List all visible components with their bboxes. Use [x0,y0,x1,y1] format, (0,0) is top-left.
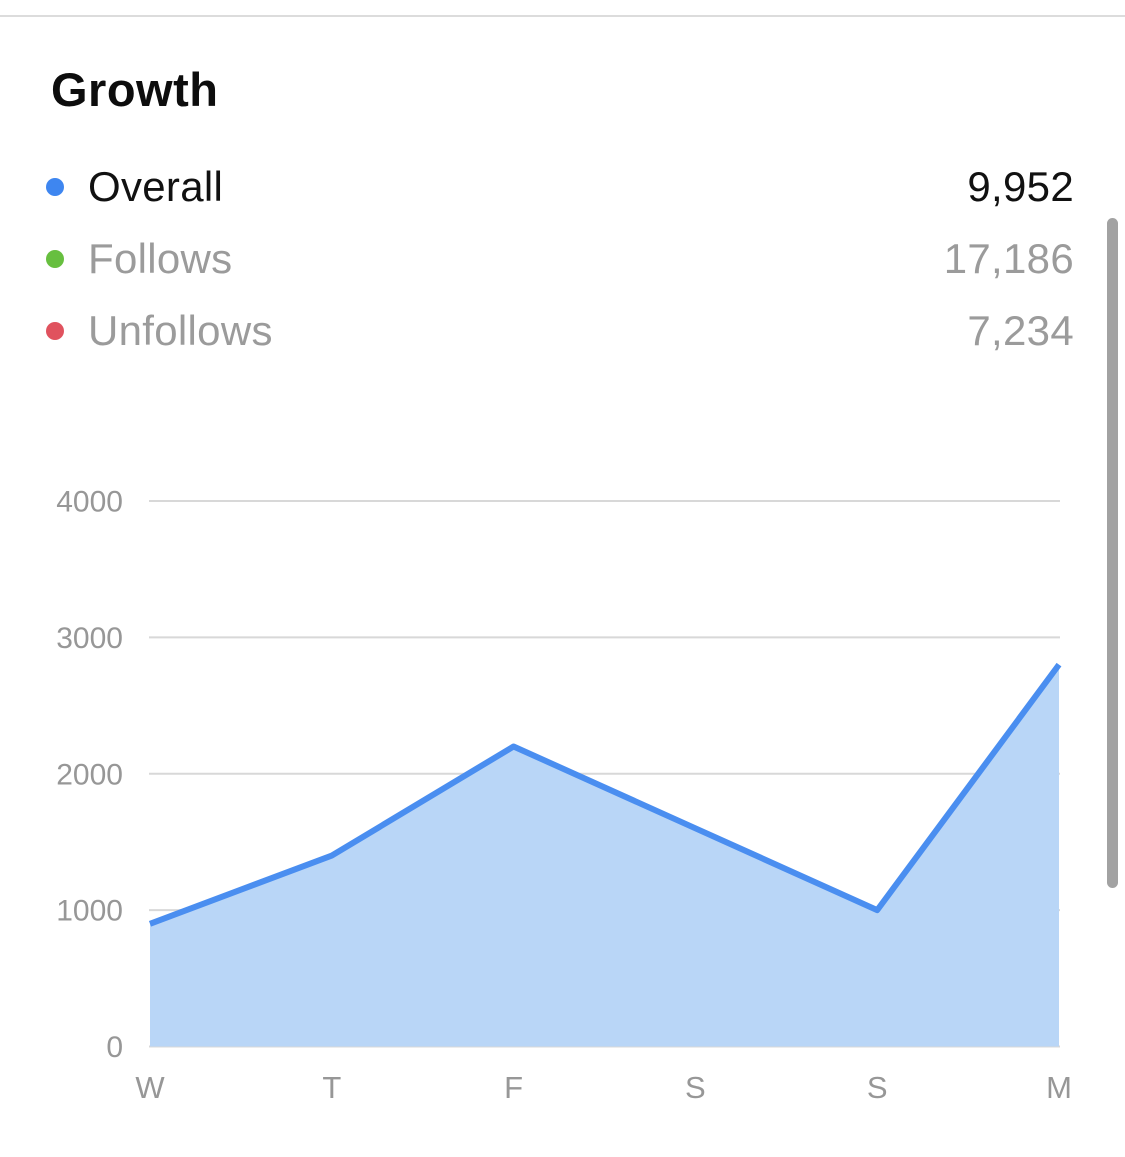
area-fill [150,664,1059,1047]
y-tick-label: 4000 [56,486,123,519]
legend-value: 9,952 [967,163,1074,210]
x-axis-label: M [1046,1070,1072,1105]
unfollows-dot-icon [46,322,64,340]
top-divider [0,15,1125,17]
scrollbar-thumb[interactable] [1107,218,1118,888]
series-line [148,662,1062,927]
legend-value: 17,186 [943,235,1074,282]
y-tick-label: 0 [106,1031,123,1064]
x-axis-label: T [322,1070,341,1105]
x-axis-label: W [135,1070,165,1105]
y-tick-label: 2000 [56,758,123,791]
legend-label: Overall [88,163,224,210]
x-axis-label: S [685,1070,706,1105]
follows-dot-icon [46,250,64,268]
legend-row-overall[interactable]: Overall 9,952 [46,151,1074,223]
y-tick-label: 1000 [56,895,123,928]
page-title: Growth [51,63,219,116]
growth-chart: 0 1000 2000 3000 4000 W T F S S M [56,486,1072,1106]
legend-value: 7,234 [967,307,1074,354]
legend-row-unfollows[interactable]: Unfollows 7,234 [46,295,1074,367]
x-axis-label: F [504,1070,523,1105]
legend-label: Follows [88,235,233,282]
x-axis-label: S [867,1070,888,1105]
legend: Overall 9,952 Follows 17,186 Unfollows 7… [46,151,1074,367]
legend-row-follows[interactable]: Follows 17,186 [46,223,1074,295]
legend-label: Unfollows [88,307,273,354]
y-tick-label: 3000 [56,622,123,655]
overall-dot-icon [46,178,64,196]
